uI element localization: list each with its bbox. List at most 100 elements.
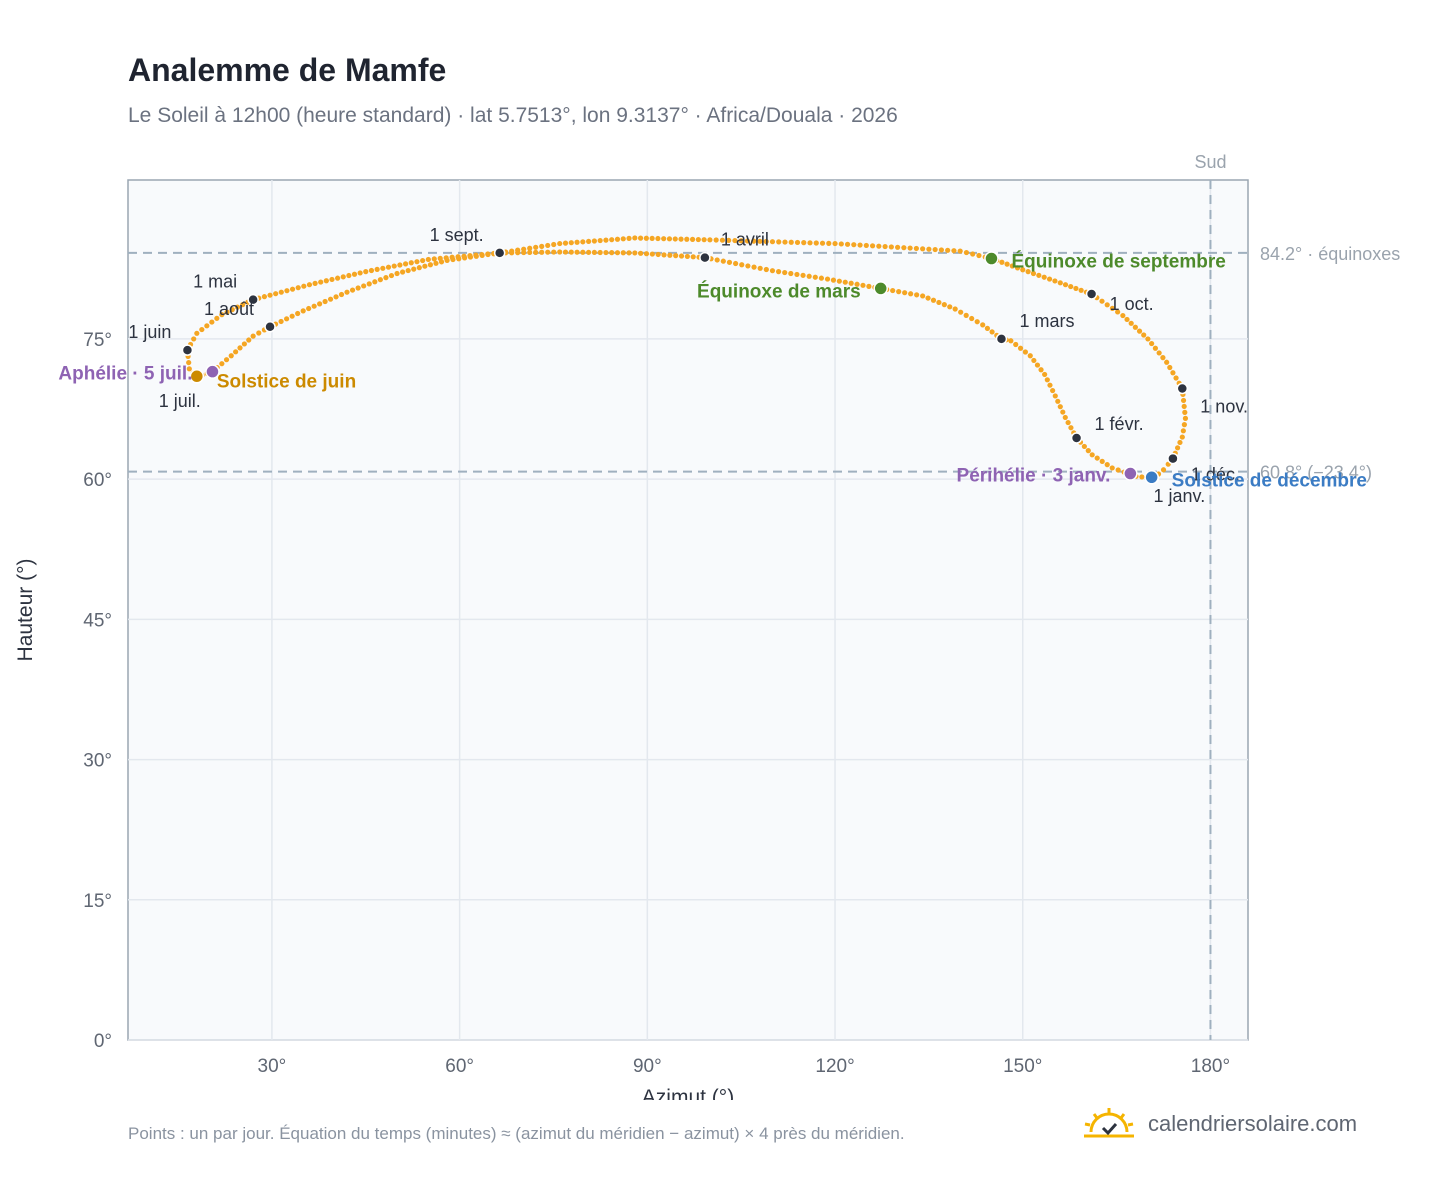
day-point [405,267,411,274]
x-tick-label: 150° [1003,1056,1042,1077]
day-point [1115,467,1121,473]
day-point [643,235,649,241]
day-point [1042,371,1048,378]
day-point [186,359,192,366]
day-point [1081,443,1087,450]
brand[interactable]: calendriersolaire.com [1082,1104,1357,1144]
day-point [826,240,832,246]
day-point [361,283,367,289]
day-point [930,297,937,303]
day-point [1052,393,1058,399]
analemma-chart: Sud 84.2° · équinoxes 60.8° (−23.4°) 30° 60… [14,152,1400,1100]
day-point [450,256,456,263]
day-point [769,268,776,274]
day-point [896,289,902,295]
day-point [914,292,920,298]
day-point [913,245,919,252]
day-point [346,272,352,279]
event-marker [1144,470,1159,485]
day-point [844,241,851,247]
day-point [744,238,751,244]
month-label: 1 août [204,299,254,319]
month-label: 1 déc. [1191,465,1240,485]
day-point [333,294,339,300]
day-point [204,323,210,329]
day-point [926,246,932,252]
day-point [397,262,403,268]
day-point [637,235,644,241]
axes: 30° 60° 90° 120° 150° 180° 0° 15° 30° 45° 60° 75° [83,330,1230,1077]
day-point [1068,425,1074,431]
day-point [191,336,197,342]
day-point [1034,362,1041,368]
day-point [638,250,644,256]
month-label: 1 févr. [1095,414,1144,434]
day-point [591,238,597,244]
month-marker [1176,382,1189,395]
day-point [1060,409,1066,415]
y-axis-label: Hauteur (°) [14,559,37,662]
day-point [980,322,986,328]
day-point [713,237,719,243]
day-point [1099,458,1105,464]
day-point [366,281,372,287]
day-point [186,366,192,372]
day-point [1025,269,1031,275]
event-label: Aphélie · 5 juil. [58,364,192,385]
day-point [234,304,241,310]
day-point [377,277,383,283]
day-point [300,308,306,314]
day-point [1177,439,1183,446]
day-point [763,266,769,273]
day-point [318,279,324,285]
day-point [788,270,794,277]
day-point [775,269,782,275]
y-tick-label: 15° [83,891,112,912]
day-point [562,240,569,246]
day-point [936,299,942,306]
day-point [591,249,597,256]
day-point [467,254,474,260]
day-point [1175,445,1181,451]
day-point [479,252,485,259]
brand-name: calendriersolaire.com [1148,1111,1358,1136]
day-point [1094,455,1100,461]
month-marker [247,293,259,306]
day-point [620,236,626,242]
day-point [568,240,574,246]
day-point [1170,370,1176,376]
day-point [751,264,757,270]
day-point [301,283,307,289]
day-point [368,267,375,274]
day-point [609,237,615,243]
day-point [1115,309,1121,315]
chart-subtitle: Le Soleil à 12h00 (heure standard) · lat… [128,104,898,127]
day-point [533,244,539,250]
day-point [951,248,957,254]
grid-lines [128,180,1248,1041]
day-point [1124,316,1130,323]
day-point [338,291,345,298]
day-point [372,279,378,285]
day-point [256,330,262,336]
day-point [947,304,953,310]
day-point [228,353,234,359]
day-point [863,242,869,249]
day-point [1156,350,1162,356]
day-point [614,250,621,256]
day-point [1014,265,1021,271]
day-point [1128,320,1134,326]
day-point [223,357,230,363]
day-point [707,237,713,243]
day-point [920,293,926,299]
day-point [800,272,806,278]
day-point [1180,428,1186,434]
day-point [695,236,701,243]
day-point [655,235,661,242]
month-marker [264,321,276,333]
day-point [726,259,733,265]
day-point [739,262,745,268]
event-marker [189,369,205,384]
day-point [1104,462,1110,468]
day-point [422,263,428,269]
